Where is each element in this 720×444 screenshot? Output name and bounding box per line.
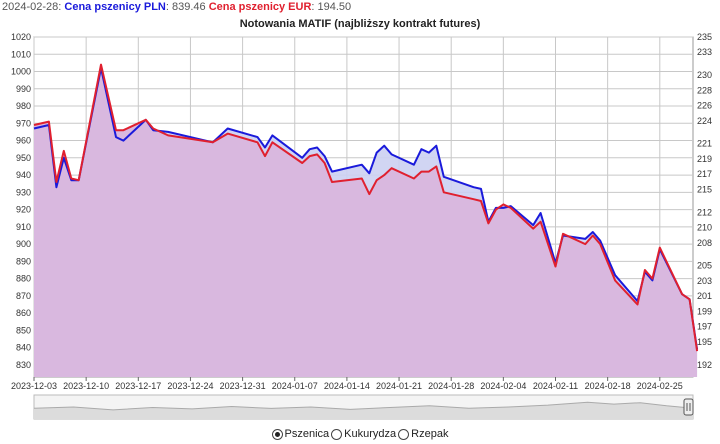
left-tick-label: 890 (16, 256, 31, 266)
x-tick-label: 2024-01-14 (324, 381, 370, 391)
right-tick-label: 235 (697, 32, 712, 42)
x-tick-label: 2024-01-07 (272, 381, 318, 391)
right-tick-label: 199 (697, 306, 712, 316)
right-tick-label: 230 (697, 70, 712, 80)
x-tick-label: 2023-12-24 (167, 381, 213, 391)
x-tick-label: 2023-12-17 (115, 381, 161, 391)
left-tick-label: 970 (16, 118, 31, 128)
left-tick-label: 990 (16, 84, 31, 94)
eur-price-value: : 194.50 (311, 1, 352, 13)
eur-series-line (33, 63, 699, 352)
left-tick-label: 860 (16, 308, 31, 318)
left-tick-label: 840 (16, 343, 31, 353)
navigator-line (33, 401, 694, 411)
left-tick-label: 1010 (11, 49, 31, 59)
left-tick-label: 1000 (11, 67, 31, 77)
radio-label: Rzepak (411, 428, 449, 440)
navigator-handle[interactable] (683, 398, 694, 416)
x-tick-label: 2024-02-18 (585, 381, 631, 391)
radio-label: Pszenica (284, 428, 330, 440)
right-tick-label: 192 (697, 360, 712, 370)
radio-kukurydza[interactable]: Kukurydza (331, 428, 396, 440)
radio-label: Kukurydza (344, 428, 397, 440)
right-tick-label: 215 (697, 184, 712, 194)
left-tick-label: 980 (16, 101, 31, 111)
left-tick-label: 1020 (11, 32, 31, 42)
x-tick-label: 2024-02-04 (480, 381, 526, 391)
left-tick-label: 920 (16, 205, 31, 215)
radio-pszenica[interactable]: Pszenica (271, 428, 330, 440)
left-tick-label: 850 (16, 325, 31, 335)
left-tick-label: 950 (16, 153, 31, 163)
x-tick-label: 2023-12-31 (220, 381, 266, 391)
left-tick-label: 930 (16, 187, 31, 197)
chart-title: Notowania MATIF (najbliższy kontrakt fut… (239, 18, 481, 30)
price-summary: 2024-02-28: Cena pszenicy PLN: 839.46 Ce… (2, 1, 351, 13)
right-tick-label: 217 (697, 169, 712, 179)
right-tick-label: 228 (697, 85, 712, 95)
right-tick-label: 203 (697, 276, 712, 286)
eur-price-label: Cena pszenicy EUR (208, 1, 312, 13)
commodity-selector: Pszenica Kukurydza Rzepak (0, 428, 720, 443)
radio-button-icon[interactable] (331, 428, 343, 440)
x-tick-label: 2023-12-03 (11, 381, 57, 391)
x-tick-label: 2024-01-21 (376, 381, 422, 391)
left-tick-label: 880 (16, 274, 31, 284)
x-tick-label: 2024-02-25 (637, 381, 683, 391)
left-tick-label: 960 (16, 136, 31, 146)
left-tick-label: 910 (16, 222, 31, 232)
right-tick-label: 208 (697, 238, 712, 248)
right-tick-label: 195 (697, 337, 712, 347)
right-tick-label: 233 (697, 47, 712, 57)
right-tick-label: 226 (697, 101, 712, 111)
pln-price-value: : 839.46 (165, 1, 206, 13)
right-tick-label: 197 (697, 322, 712, 332)
eur-area (34, 64, 698, 377)
radio-button-icon[interactable] (271, 428, 283, 440)
right-tick-label: 224 (697, 116, 712, 126)
radio-rzepak[interactable]: Rzepak (398, 428, 448, 440)
right-tick-label: 219 (697, 154, 712, 164)
left-tick-label: 940 (16, 170, 31, 180)
right-tick-label: 221 (697, 139, 712, 149)
right-tick-label: 210 (697, 223, 712, 233)
pln-series-line (33, 67, 699, 350)
left-tick-label: 870 (16, 291, 31, 301)
left-tick-label: 830 (16, 360, 31, 370)
right-tick-label: 212 (697, 207, 712, 217)
x-tick-label: 2024-02-11 (533, 381, 578, 391)
pln-price-label: Cena pszenicy PLN (64, 1, 166, 13)
left-tick-label: 900 (16, 239, 31, 249)
radio-button-icon[interactable] (398, 428, 410, 440)
x-tick-label: 2024-01-28 (428, 381, 474, 391)
price-date: 2024-02-28: (2, 1, 62, 13)
right-tick-label: 205 (697, 261, 712, 271)
x-tick-label: 2023-12-10 (63, 381, 109, 391)
right-tick-label: 201 (697, 291, 712, 301)
